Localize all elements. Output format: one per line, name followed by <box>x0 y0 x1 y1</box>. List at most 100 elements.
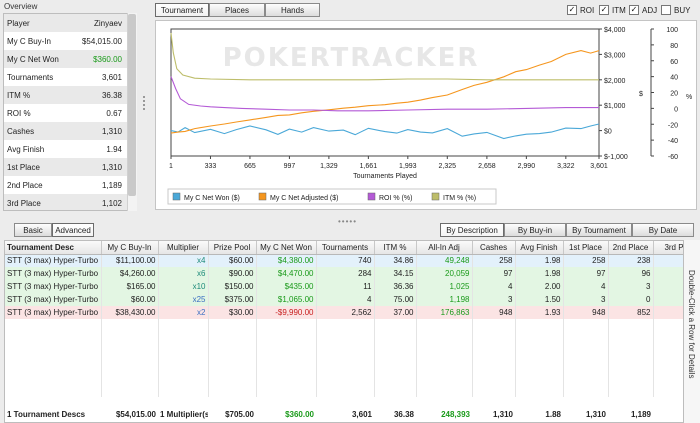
table-cell: x2 <box>158 306 209 319</box>
totals-row: 1 Tournament Descs $54,015.00 1 Multiplier… <box>5 408 683 421</box>
toggle-buy[interactable]: BUY <box>661 4 690 16</box>
toggle-roi[interactable]: ✓ ROI <box>567 4 594 16</box>
overview-label: My C Net Won <box>7 54 59 64</box>
overview-value: 1,102 <box>101 198 122 208</box>
totals-cell: $360.00 <box>256 408 316 421</box>
table-row[interactable]: STT (3 max) Hyper-Turbo $165.00 x10 $150.00… <box>5 280 683 293</box>
table-cell: x4 <box>158 254 209 267</box>
overview-row: 1st Place 1,310 <box>4 158 136 176</box>
column-header[interactable]: Tournaments <box>316 241 375 255</box>
totals-cell: 1,310 <box>472 408 515 421</box>
group-by-description-button[interactable]: By Description <box>440 223 504 237</box>
x-tick-label: 3,322 <box>557 163 575 170</box>
column-header[interactable]: 2nd Place <box>608 241 654 255</box>
y-right-tick-label: 80 <box>670 43 678 50</box>
y-right-tick-label: 0 <box>674 106 678 113</box>
y-left-tick-label: $0 <box>604 129 612 136</box>
table-cell: 1,198 <box>416 293 473 306</box>
column-header[interactable]: 3rd P <box>653 241 683 255</box>
table-cell: x10 <box>158 280 209 293</box>
table-row[interactable]: STT (3 max) Hyper-Turbo $4,260.00 x6 $90.00… <box>5 267 683 280</box>
table-cell <box>653 267 683 280</box>
table-cell: STT (3 max) Hyper-Turbo <box>5 254 102 267</box>
table-row[interactable]: STT (3 max) Hyper-Turbo $38,430.00 x2 $30.0… <box>5 306 683 319</box>
table-cell: 1,025 <box>416 280 473 293</box>
tab-advanced[interactable]: Advanced <box>52 223 94 237</box>
x-tick-label: 1,993 <box>399 163 417 170</box>
totals-cell: 36.38 <box>374 408 416 421</box>
tab-places[interactable]: Places <box>209 3 265 17</box>
table-cell: 0 <box>608 293 654 306</box>
overview-scrollbar-thumb[interactable] <box>128 14 136 196</box>
x-tick-label: 2,325 <box>439 163 457 170</box>
tab-tournament[interactable]: Tournament <box>155 3 209 17</box>
splitter-handle[interactable]: ••••• <box>338 217 358 226</box>
overview-label: Tournaments <box>7 72 54 82</box>
column-header[interactable]: Avg Finish <box>515 241 564 255</box>
overview-label: Player <box>7 18 30 28</box>
overview-value: 3,601 <box>101 72 122 82</box>
legend-label: ROI % (%) <box>379 195 412 202</box>
column-header[interactable]: Tournament Desc <box>5 241 102 255</box>
table-cell: 3 <box>563 293 609 306</box>
table-cell: 97 <box>563 267 609 280</box>
table-cell: $60.00 <box>101 293 159 306</box>
group-by-tournament-button[interactable]: By Tournament <box>566 223 632 237</box>
table-row[interactable]: STT (3 max) Hyper-Turbo $11,100.00 x4 $60.0… <box>5 254 683 267</box>
toggle-adj[interactable]: ✓ ADJ <box>629 4 657 16</box>
table-cell: $38,430.00 <box>101 306 159 319</box>
overview-row: Cashes 1,310 <box>4 122 136 140</box>
table-cell: STT (3 max) Hyper-Turbo <box>5 280 102 293</box>
x-axis-label: Tournaments Played <box>353 173 417 180</box>
empty-row <box>5 345 683 358</box>
y-left-tick-label: $2,000 <box>604 78 626 85</box>
tab-hands[interactable]: Hands <box>265 3 320 17</box>
plot-area <box>170 28 600 157</box>
column-header[interactable]: My C Buy-In <box>101 241 159 255</box>
totals-cell: 3,601 <box>316 408 374 421</box>
y-right-tick-label: -20 <box>668 122 678 129</box>
table-cell: $60.00 <box>208 254 257 267</box>
panel-resize-grip[interactable] <box>143 96 146 112</box>
group-by-buyin-button[interactable]: By Buy-in <box>504 223 566 237</box>
overview-label: ROI % <box>7 108 31 118</box>
column-header[interactable]: Multiplier <box>158 241 209 255</box>
table-row[interactable]: STT (3 max) Hyper-Turbo $60.00 x25 $375.00 $… <box>5 293 683 306</box>
column-header[interactable]: 1st Place <box>563 241 609 255</box>
empty-row <box>5 332 683 345</box>
details-hint-text: Double-Click a Row for Details <box>687 270 696 379</box>
series-line <box>170 32 599 81</box>
checkbox-checked-icon[interactable]: ✓ <box>599 5 609 15</box>
tab-basic[interactable]: Basic <box>14 223 52 237</box>
empty-row <box>5 371 683 384</box>
toggle-roi-label: ROI <box>580 5 595 15</box>
overview-value: Zinyaev <box>93 18 122 28</box>
table-cell: 948 <box>563 306 609 319</box>
table-cell: 20,059 <box>416 267 473 280</box>
y-left-tick-label: $3,000 <box>604 52 626 59</box>
table-cell: 258 <box>563 254 609 267</box>
checkbox-unchecked-icon[interactable] <box>661 5 671 15</box>
group-by-date-button[interactable]: By Date <box>632 223 694 237</box>
overview-value: $360.00 <box>93 54 122 64</box>
column-header[interactable]: All-In Adj <box>416 241 473 255</box>
checkbox-checked-icon[interactable]: ✓ <box>567 5 577 15</box>
table-cell: x6 <box>158 267 209 280</box>
column-header[interactable]: My C Net Won <box>256 241 317 255</box>
column-header[interactable]: Cashes <box>472 241 516 255</box>
legend-label: My C Net Adjusted ($) <box>270 195 338 202</box>
legend-box <box>167 188 497 205</box>
checkbox-checked-icon[interactable]: ✓ <box>629 5 639 15</box>
series-line <box>170 123 600 140</box>
totals-cell: 1.88 <box>515 408 563 421</box>
x-tick-label: 2,990 <box>518 163 536 170</box>
table-cell <box>653 293 683 306</box>
table-cell: $4,470.00 <box>256 267 317 280</box>
toggle-adj-label: ADJ <box>642 5 658 15</box>
overview-row: My C Buy-In $54,015.00 <box>4 32 136 50</box>
column-header[interactable]: Prize Pool <box>208 241 257 255</box>
toggle-itm[interactable]: ✓ ITM <box>599 4 626 16</box>
overview-label: ITM % <box>7 90 31 100</box>
column-header[interactable]: ITM % <box>374 241 417 255</box>
overview-row: Tournaments 3,601 <box>4 68 136 86</box>
